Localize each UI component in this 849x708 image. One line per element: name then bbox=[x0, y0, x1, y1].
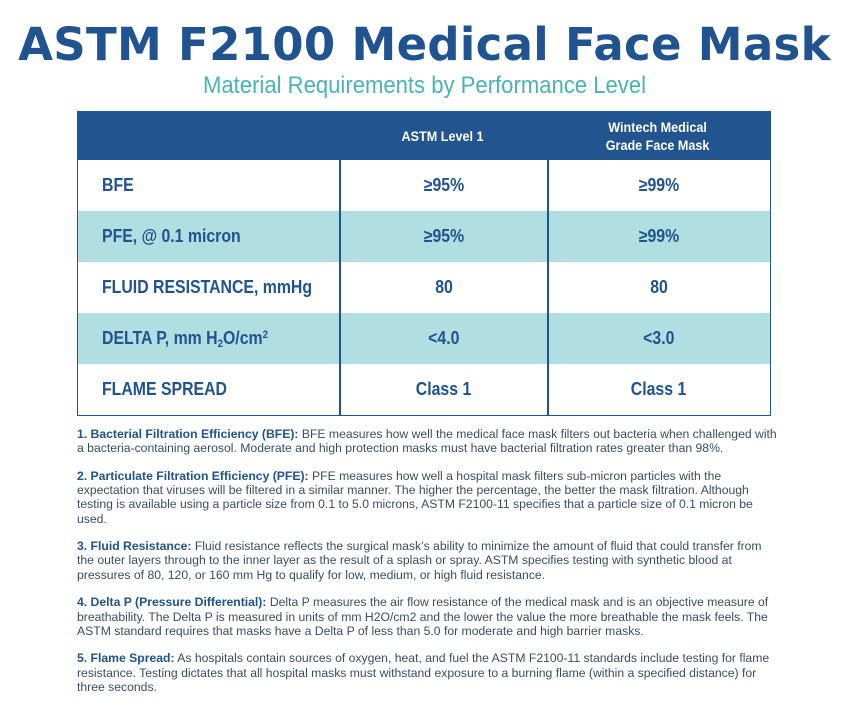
astm-value: ≥95% bbox=[423, 226, 465, 246]
header-wintech-line2: Grade Face Mask bbox=[606, 136, 710, 153]
note-delta-p: 4. Delta P (Pressure Differential): Delt… bbox=[77, 595, 769, 638]
footnotes: 1. Bacterial Filtration Efficiency (BFE)… bbox=[77, 427, 777, 708]
table-row-flame-spread: FLAME SPREAD Class 1 Class 1 bbox=[78, 364, 770, 415]
row-label: BFE bbox=[102, 175, 134, 195]
header-wintech-line1: Wintech Medical bbox=[608, 118, 708, 135]
table-row-pfe: PFE, @ 0.1 micron ≥95% ≥99% bbox=[78, 211, 770, 262]
astm-value: 80 bbox=[435, 277, 453, 297]
header-cell-astm-level-1: ASTM Level 1 bbox=[402, 127, 484, 144]
note-bfe: 1. Bacterial Filtration Efficiency (BFE)… bbox=[77, 427, 777, 456]
astm-value: <4.0 bbox=[428, 328, 460, 348]
header-cell-empty bbox=[78, 111, 339, 160]
row-label: FLUID RESISTANCE, mmHg bbox=[102, 277, 313, 297]
wintech-value: ≥99% bbox=[638, 175, 680, 195]
comparison-table: ASTM Level 1 Wintech Medical Grade Face … bbox=[77, 111, 771, 416]
wintech-value: <3.0 bbox=[643, 328, 675, 348]
table-row-bfe: BFE ≥95% ≥99% bbox=[78, 160, 770, 211]
astm-value: Class 1 bbox=[416, 379, 472, 399]
wintech-value: 80 bbox=[650, 277, 668, 297]
table-row-delta-p: DELTA P, mm H2O/cm2 <4.0 <3.0 bbox=[78, 313, 770, 364]
table-header-row: ASTM Level 1 Wintech Medical Grade Face … bbox=[78, 111, 770, 160]
header-cell-wintech: Wintech Medical Grade Face Mask bbox=[547, 111, 769, 160]
note-fluid-resistance: 3. Fluid Resistance: Fluid resistance re… bbox=[77, 539, 762, 582]
wintech-value: ≥99% bbox=[638, 226, 680, 246]
wintech-value: Class 1 bbox=[631, 379, 687, 399]
row-label: FLAME SPREAD bbox=[102, 379, 227, 399]
astm-value: ≥95% bbox=[423, 175, 465, 195]
page-title: ASTM F2100 Medical Face Mask bbox=[18, 18, 831, 71]
row-label: DELTA P, mm H2O/cm2 bbox=[102, 327, 269, 350]
page-subtitle: Material Requirements by Performance Lev… bbox=[202, 72, 647, 99]
note-flame-spread: 5. Flame Spread: As hospitals contain so… bbox=[77, 651, 770, 694]
note-pfe: 2. Particulate Filtration Efficiency (PF… bbox=[77, 468, 753, 526]
row-label: PFE, @ 0.1 micron bbox=[102, 226, 241, 246]
table-row-fluid-resistance: FLUID RESISTANCE, mmHg 80 80 bbox=[78, 262, 770, 313]
